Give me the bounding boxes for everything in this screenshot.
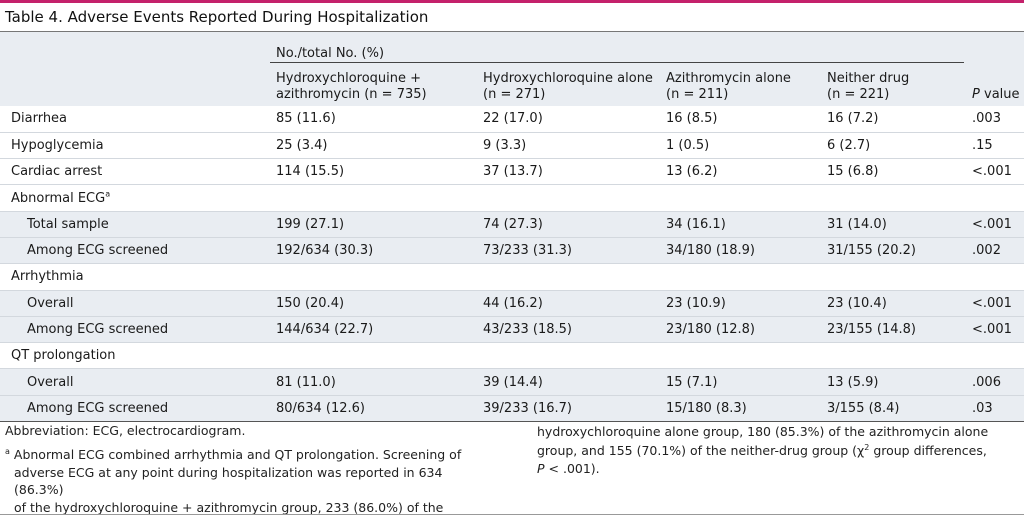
table-cell: 85 (11.6) [270, 106, 477, 133]
table-row: Overall 81 (11.0) 39 (14.4) 15 (7.1) 13 … [0, 368, 1024, 396]
pvalue-cell: .003 [964, 106, 1024, 133]
row-label: Diarrhea [0, 106, 270, 133]
pvalue-cell: .15 [964, 132, 1024, 160]
table-row: Total sample 199 (27.1) 74 (27.3) 34 (16… [0, 211, 1024, 238]
table-cell: 15 (6.8) [821, 158, 965, 186]
table-cell: 15 (7.1) [660, 368, 821, 396]
table-cell: 13 (6.2) [660, 158, 821, 186]
table-row: Overall 150 (20.4) 44 (16.2) 23 (10.9) 2… [0, 290, 1024, 317]
pvalue-cell: <.001 [964, 316, 1024, 344]
table-title: Table 4. Adverse Events Reported During … [5, 8, 429, 26]
table-cell: 23/155 (14.8) [821, 316, 965, 344]
table-cell: 73/233 (31.3) [477, 237, 660, 265]
column-header-azithro-alone: Azithromycin alone (n = 211) [660, 62, 821, 106]
bottom-divider [0, 514, 1024, 515]
table-cell: 43/233 (18.5) [477, 316, 660, 344]
table-cell: 81 (11.0) [270, 368, 477, 396]
table-cell: 6 (2.7) [821, 132, 965, 160]
table-cell: 31/155 (20.2) [821, 237, 965, 265]
group-label: QT prolongation [0, 342, 270, 370]
table-cell: 74 (27.3) [477, 211, 660, 238]
table-cell: 1 (0.5) [660, 132, 821, 160]
table-cell: 16 (7.2) [821, 106, 965, 133]
table-cell: 144/634 (22.7) [270, 316, 477, 344]
pvalue-cell: <.001 [964, 290, 1024, 317]
title-divider [0, 31, 1024, 32]
row-label: Among ECG screened [0, 237, 270, 265]
footnote-marker: a [5, 446, 10, 456]
table-cell: 22 (17.0) [477, 106, 660, 133]
table-cell: 114 (15.5) [270, 158, 477, 186]
row-label: Overall [0, 368, 270, 396]
abbreviation-footnote: Abbreviation: ECG, electrocardiogram. [5, 423, 246, 438]
table-cell: 44 (16.2) [477, 290, 660, 317]
group-header-row: Abnormal ECGa [0, 184, 1024, 212]
row-label: Overall [0, 290, 270, 317]
pvalue-cell: .002 [964, 237, 1024, 265]
table-cell: 31 (14.0) [821, 211, 965, 238]
header-span-label: No./total No. (%) [270, 32, 965, 63]
column-header-pvalue: P value [964, 62, 1024, 106]
table-cell: 15/180 (8.3) [660, 395, 821, 423]
header-blank [0, 32, 270, 63]
table-cell: 150 (20.4) [270, 290, 477, 317]
pvalue-cell: <.001 [964, 211, 1024, 238]
pvalue-cell: .006 [964, 368, 1024, 396]
table-row: Among ECG screened 192/634 (30.3) 73/233… [0, 237, 1024, 265]
header-blank-2 [0, 62, 270, 106]
table-cell: 39 (14.4) [477, 368, 660, 396]
row-label: Hypoglycemia [0, 132, 270, 160]
table-cell: 13 (5.9) [821, 368, 965, 396]
top-accent-rule [0, 0, 1024, 3]
table-cell: 23 (10.9) [660, 290, 821, 317]
row-label: Total sample [0, 211, 270, 238]
table-cell: 23 (10.4) [821, 290, 965, 317]
table-row: Hypoglycemia 25 (3.4) 9 (3.3) 1 (0.5) 6 … [0, 132, 1024, 160]
footnote-a-right: hydroxychloroquine alone group, 180 (85.… [537, 424, 989, 476]
header-blank-right [964, 32, 1024, 63]
table-cell: 39/233 (16.7) [477, 395, 660, 423]
table-row: Among ECG screened 144/634 (22.7) 43/233… [0, 316, 1024, 344]
row-label: Cardiac arrest [0, 158, 270, 186]
column-header-neither: Neither drug (n = 221) [821, 62, 965, 106]
table-cell: 16 (8.5) [660, 106, 821, 133]
table-cell: 25 (3.4) [270, 132, 477, 160]
pvalue-cell: <.001 [964, 158, 1024, 186]
group-label: Abnormal ECGa [0, 184, 270, 212]
table-cell: 23/180 (12.8) [660, 316, 821, 344]
table-cell: 192/634 (30.3) [270, 237, 477, 265]
table-cell: 34 (16.1) [660, 211, 821, 238]
table-row: Among ECG screened 80/634 (12.6) 39/233 … [0, 395, 1024, 423]
group-header-row: Arrhythmia [0, 263, 1024, 291]
row-label: Among ECG screened [0, 316, 270, 344]
column-header-hcq-alone: Hydroxychloroquine alone (n = 271) [477, 62, 660, 106]
pvalue-cell: .03 [964, 395, 1024, 423]
table-cell: 199 (27.1) [270, 211, 477, 238]
table-cell: 9 (3.3) [477, 132, 660, 160]
table-cell: 37 (13.7) [477, 158, 660, 186]
table-row: Cardiac arrest 114 (15.5) 37 (13.7) 13 (… [0, 158, 1024, 186]
group-label: Arrhythmia [0, 263, 270, 291]
table-cell: 3/155 (8.4) [821, 395, 965, 423]
table-row: Diarrhea 85 (11.6) 22 (17.0) 16 (8.5) 16… [0, 106, 1024, 133]
row-label: Among ECG screened [0, 395, 270, 423]
table-cell: 80/634 (12.6) [270, 395, 477, 423]
footnote-a-left: a Abnormal ECG combined arrhythmia and Q… [5, 446, 462, 515]
column-header-hcq-azithro: Hydroxychloroquine + azithromycin (n = 73… [270, 62, 477, 106]
table-cell: 34/180 (18.9) [660, 237, 821, 265]
adverse-events-table: No./total No. (%) Hydroxychloroquine + az… [0, 32, 1024, 423]
group-header-row: QT prolongation [0, 342, 1024, 370]
footnote-marker: a [105, 189, 111, 199]
